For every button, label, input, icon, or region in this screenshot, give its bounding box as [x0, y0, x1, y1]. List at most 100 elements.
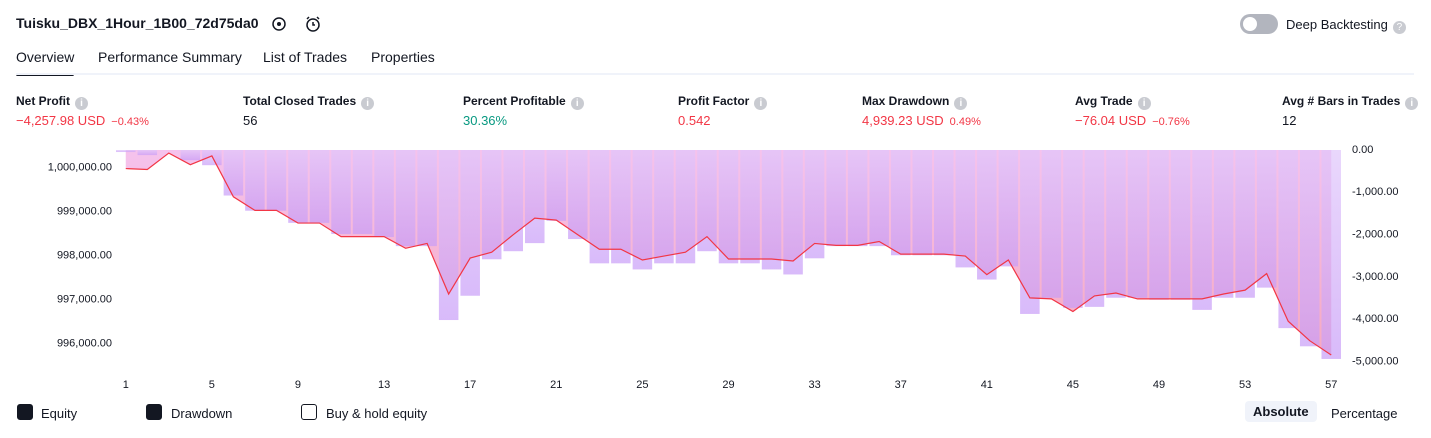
separator	[16, 73, 1414, 75]
metric-value-text: 30.36%	[463, 113, 508, 128]
drawdown-bar	[568, 150, 588, 240]
drawdown-bar	[1020, 150, 1040, 314]
drawdown-bar	[1278, 150, 1298, 329]
drawdown-bar	[1170, 150, 1191, 300]
x-tick-label: 1	[123, 379, 129, 391]
x-tick-label: 49	[1153, 379, 1165, 391]
metric-label: Max Drawdown i	[862, 94, 968, 110]
metric-value-text: −76.04 USD	[1075, 113, 1147, 128]
x-tick-label: 45	[1067, 379, 1079, 391]
drawdown-bar	[481, 150, 502, 260]
toggle-label: Deep Backtesting?	[1286, 17, 1406, 34]
drawdown-bar	[1235, 150, 1255, 298]
equity-line	[125, 152, 1332, 356]
y2-tick-label: 0.00	[1352, 144, 1373, 156]
x-tick-label: 17	[464, 379, 476, 391]
y2-tick-label: -5,000.00	[1352, 355, 1398, 367]
y-tick-label: 996,000.00	[57, 338, 112, 350]
metric-label: Avg Trade i	[1075, 94, 1151, 110]
drawdown-bar	[546, 150, 567, 221]
drawdown-bar	[804, 150, 825, 259]
drawdown-bar	[783, 150, 803, 275]
metric-value: −76.04 USD −0.76%	[1075, 113, 1190, 128]
metric-value: 30.36%	[463, 113, 507, 128]
info-icon[interactable]: ?	[1392, 21, 1406, 34]
metric-label-text: Percent Profitable	[463, 94, 566, 108]
y-tick-label: 997,000.00	[57, 294, 112, 306]
legend-label: Buy & hold equity	[326, 406, 428, 421]
mode-button[interactable]: Absolute	[1245, 401, 1317, 422]
x-tick-label: 9	[295, 379, 301, 391]
legend-label: Drawdown	[171, 406, 233, 421]
metric-label: Net Profit i	[16, 94, 88, 110]
y2-tick-label: -4,000.00	[1352, 313, 1398, 325]
metric-label: Total Closed Trades i	[243, 94, 375, 110]
title-icons[interactable]	[270, 14, 320, 34]
mode-button[interactable]: Percentage	[1331, 406, 1398, 421]
drawdown-bar	[869, 150, 889, 247]
drawdown-bar	[1149, 150, 1169, 300]
metric-label: Avg # Bars in Trades i	[1282, 94, 1419, 110]
drawdown-bar	[998, 150, 1019, 267]
metric-value-text: 4,939.23 USD	[862, 113, 944, 128]
drawdown-bar	[137, 150, 158, 156]
drawdown-bar	[1084, 150, 1105, 307]
metric-label-text: Avg # Bars in Trades	[1282, 94, 1401, 108]
toggle-text: Deep Backtesting	[1286, 17, 1388, 32]
x-tick-label: 25	[636, 379, 648, 391]
x-tick-label: 37	[895, 379, 907, 391]
drawdown-bar	[697, 150, 717, 252]
drawdown-bar	[525, 150, 545, 244]
checkbox[interactable]	[146, 404, 162, 420]
metric-value: 12	[1282, 113, 1296, 128]
drawdown-bar	[438, 150, 459, 321]
info-icon[interactable]: i	[570, 97, 584, 110]
tab[interactable]: Overview	[16, 49, 75, 76]
info-icon[interactable]: i	[1137, 97, 1151, 110]
legend-label: Equity	[41, 406, 78, 421]
x-tick-label: 53	[1239, 379, 1251, 391]
x-tick-label: 33	[808, 379, 820, 391]
metric-label-text: Avg Trade	[1075, 94, 1133, 108]
x-tick-label: 29	[722, 379, 734, 391]
tab[interactable]: Performance Summary	[98, 49, 242, 65]
y-tick-label: 1,000,000.00	[48, 162, 112, 174]
drawdown-bar	[116, 150, 136, 153]
tab[interactable]: List of Trades	[263, 49, 348, 65]
drawdown-bar	[1063, 150, 1083, 308]
x-tick-label: 41	[981, 379, 993, 391]
drawdown-bar	[309, 150, 330, 223]
info-icon[interactable]: i	[754, 97, 768, 110]
checkbox[interactable]	[17, 404, 33, 420]
drawdown-bar	[847, 150, 868, 247]
drawdown-bar	[503, 150, 523, 252]
deep-backtesting-toggle[interactable]	[1240, 14, 1278, 34]
drawdown-bar	[761, 150, 782, 270]
checkbox[interactable]	[301, 404, 317, 420]
drawdown-bar	[1106, 150, 1126, 298]
x-tick-label: 13	[378, 379, 390, 391]
drawdown-bar	[611, 150, 631, 264]
drawdown-bar	[331, 150, 351, 234]
drawdown-bar	[202, 150, 222, 166]
y-tick-label: 999,000.00	[57, 206, 112, 218]
drawdown-bar	[352, 150, 373, 234]
metric-change: 0.49%	[949, 116, 981, 128]
info-icon[interactable]: i	[1405, 97, 1419, 110]
drawdown-bar	[374, 150, 394, 238]
metric-value-text: 56	[243, 113, 258, 128]
info-icon[interactable]: i	[954, 97, 968, 110]
drawdown-bar	[1321, 150, 1341, 359]
drawdown-bar	[460, 150, 480, 296]
x-tick-label: 57	[1325, 379, 1337, 391]
drawdown-bar	[912, 150, 932, 256]
info-icon[interactable]: i	[361, 97, 375, 110]
x-tick-label: 21	[550, 379, 562, 391]
y-tick-label: 998,000.00	[57, 250, 112, 262]
drawdown-bar	[245, 150, 265, 211]
metric-value-text: 12	[1282, 113, 1297, 128]
tab[interactable]: Properties	[371, 49, 435, 65]
x-tick-label: 5	[209, 379, 215, 391]
info-icon[interactable]: i	[75, 97, 88, 110]
